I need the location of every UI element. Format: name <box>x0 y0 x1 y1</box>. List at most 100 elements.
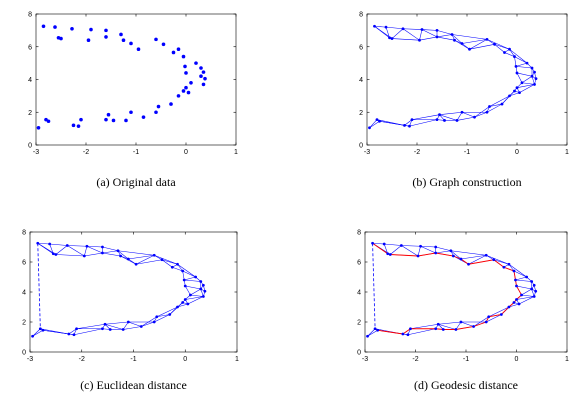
data-point <box>525 275 528 279</box>
data-point <box>515 71 519 75</box>
data-point <box>203 289 207 293</box>
panel-caption: (a) Original data <box>96 175 176 189</box>
graph-edge <box>486 254 510 265</box>
graph-edge <box>460 321 474 327</box>
data-point <box>435 118 439 122</box>
data-point <box>46 119 51 124</box>
graph-edge <box>514 56 517 67</box>
data-point <box>368 126 371 130</box>
graph-edge <box>411 114 440 120</box>
y-tick-label: 0 <box>28 143 32 150</box>
graph-edge <box>410 323 439 330</box>
graph-edge <box>515 62 528 67</box>
y-tick-label: 6 <box>359 44 363 51</box>
graph-edge <box>521 288 532 296</box>
data-point <box>199 287 203 291</box>
data-point <box>161 42 166 47</box>
panel-caption: (c) Euclidean distance <box>80 378 187 392</box>
data-point <box>201 295 205 298</box>
graph-edge <box>455 321 462 330</box>
y-tick-label: 4 <box>28 77 32 84</box>
data-point <box>515 284 518 288</box>
y-tick-label: 0 <box>22 350 26 357</box>
graph-edge <box>516 285 532 290</box>
data-point <box>453 38 456 42</box>
x-tick-label: -2 <box>414 149 420 156</box>
data-point <box>203 76 207 81</box>
data-point <box>518 91 521 94</box>
data-point <box>103 322 107 326</box>
data-point <box>176 47 181 52</box>
data-point <box>182 278 186 282</box>
graph-edge <box>367 328 376 337</box>
graph-edge <box>436 34 453 38</box>
y-tick-label: 2 <box>359 110 363 117</box>
data-point <box>512 269 516 273</box>
graph-edge <box>486 314 502 323</box>
x-tick-label: -3 <box>27 356 33 363</box>
data-point <box>155 315 159 319</box>
data-point <box>183 298 187 301</box>
data-point <box>201 70 206 74</box>
graph-edge <box>182 270 185 281</box>
euclidean-distance-line <box>372 243 376 329</box>
data-point <box>82 254 86 258</box>
data-point <box>382 242 386 246</box>
data-point <box>65 244 69 247</box>
x-tick-label: -2 <box>412 356 418 363</box>
data-point <box>467 262 470 266</box>
graph-edge <box>141 316 157 327</box>
data-point <box>514 278 517 282</box>
graph-edge <box>372 242 385 245</box>
x-tick-label: 0 <box>184 149 188 156</box>
data-point <box>533 83 536 86</box>
graph-edge <box>435 246 451 252</box>
data-point <box>502 265 506 269</box>
data-point <box>384 25 388 29</box>
data-point <box>530 280 534 283</box>
data-point <box>54 253 58 256</box>
data-point <box>70 26 74 31</box>
data-point <box>41 24 46 29</box>
data-point <box>468 47 471 51</box>
data-point <box>160 258 164 262</box>
data-point <box>460 110 464 114</box>
data-point <box>116 249 120 253</box>
x-tick-label: -1 <box>464 149 470 156</box>
graph-edge <box>513 270 527 278</box>
graph-edge <box>409 119 438 127</box>
data-point <box>514 65 518 68</box>
graph-edge <box>508 303 520 308</box>
graph-edge <box>521 82 535 85</box>
data-point <box>184 85 188 90</box>
data-point <box>176 305 179 309</box>
data-point <box>119 32 123 37</box>
graph-edge <box>515 66 533 69</box>
graph-edge <box>474 111 488 118</box>
x-tick-label: -3 <box>33 149 39 156</box>
graph-edge <box>519 84 535 93</box>
data-point <box>168 313 172 316</box>
graph-edge <box>473 316 489 327</box>
graph-edge <box>501 90 515 105</box>
data-point <box>408 124 411 128</box>
data-point <box>375 118 379 122</box>
graph-edge <box>402 28 423 30</box>
graph-edge <box>32 330 44 337</box>
graph-edge <box>76 323 106 330</box>
data-point <box>406 333 410 337</box>
geodesic-path <box>372 242 523 335</box>
data-point <box>36 241 40 245</box>
data-point <box>530 66 534 70</box>
data-point <box>371 241 374 245</box>
data-point <box>152 320 156 324</box>
data-point <box>170 265 174 269</box>
data-point <box>484 320 488 324</box>
x-tick-label: 0 <box>515 356 519 363</box>
euclidean-distance-line <box>37 243 41 329</box>
data-point <box>508 47 511 51</box>
data-point <box>455 119 459 122</box>
graph-edge <box>469 44 495 50</box>
data-point <box>38 327 42 331</box>
